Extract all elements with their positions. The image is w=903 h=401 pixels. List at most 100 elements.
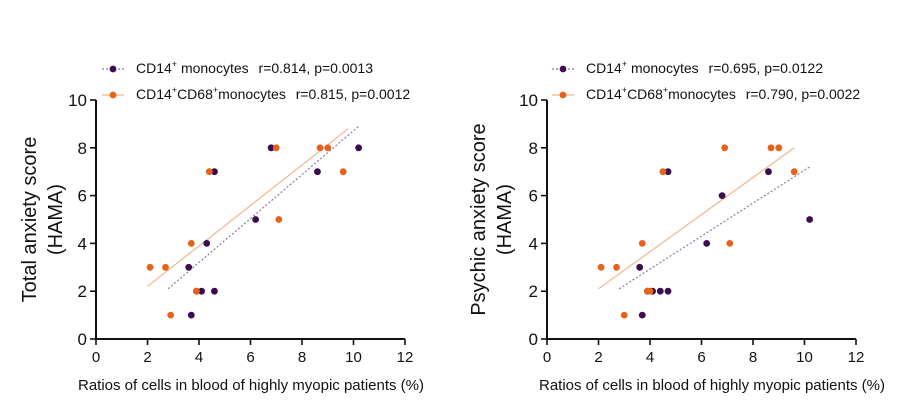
data-point (775, 144, 783, 152)
legend-marker (109, 91, 117, 99)
data-point (187, 240, 195, 247)
y-tick-label: 0 (78, 330, 87, 349)
data-point (187, 311, 195, 319)
legend-sup: + (663, 85, 668, 95)
data-point (636, 263, 644, 271)
data-point (252, 216, 260, 223)
data-point (162, 263, 169, 271)
data-point (316, 144, 324, 152)
x-tick-label: 0 (92, 349, 100, 366)
y-tick-label: 0 (529, 330, 538, 349)
y-tick-label: 4 (529, 234, 538, 253)
y-tick-label: 6 (529, 187, 538, 206)
y-axis-label-line2: (HAMA) (45, 184, 67, 255)
data-point (203, 240, 211, 247)
legend-text: CD14 (586, 60, 622, 76)
y-tick-label: 6 (78, 187, 87, 206)
y-tick-label: 10 (519, 91, 538, 110)
data-point (664, 168, 672, 176)
data-point (193, 287, 200, 295)
data-point (790, 168, 798, 176)
data-point (703, 240, 711, 247)
data-point (659, 168, 667, 176)
x-tick-label: 4 (646, 349, 654, 366)
legend-label: CD14+CD68+monocytes r=0.790, p=0.0022 (586, 85, 860, 102)
data-point (275, 216, 283, 223)
x-tick-label: 2 (594, 349, 602, 366)
legend-label: CD14+ monocytes r=0.814, p=0.0013 (136, 59, 373, 76)
legend-stats: r=0.695, p=0.0122 (705, 60, 824, 76)
x-axis-label: Ratios of cells in blood of highly myopi… (539, 377, 885, 394)
data-point (167, 311, 175, 319)
legend-marker (559, 91, 567, 99)
data-point (646, 287, 654, 295)
data-point (718, 192, 726, 200)
legend-stats: r=0.814, p=0.0013 (255, 60, 374, 76)
data-point (620, 311, 628, 319)
data-point (638, 311, 646, 319)
data-point (806, 216, 814, 223)
x-tick-label: 0 (543, 349, 551, 366)
y-tick-label: 2 (78, 282, 87, 301)
legend-text: CD14 (136, 60, 172, 76)
legend-sup: + (622, 59, 627, 69)
x-tick-label: 8 (298, 349, 306, 366)
data-point (324, 144, 332, 152)
x-tick-label: 10 (345, 349, 362, 366)
x-tick-label: 12 (397, 349, 414, 366)
data-point (146, 263, 154, 271)
x-tick-label: 4 (195, 349, 203, 366)
legend-marker (109, 65, 117, 73)
data-point (267, 144, 275, 152)
data-point (765, 168, 772, 176)
y-axis-label-line1: Total anxiety score (19, 137, 41, 303)
y-axis-label-line1: Psychic anxiety score (468, 123, 490, 315)
legend-text: CD68 (627, 86, 663, 102)
legend-sup: + (213, 85, 218, 95)
data-point (613, 263, 620, 271)
legend-text: CD14 (586, 86, 622, 102)
data-point (638, 240, 646, 247)
data-point (664, 287, 672, 295)
legend-label: CD14+ monocytes r=0.695, p=0.0122 (586, 59, 823, 76)
regression-line (618, 166, 810, 290)
data-point (339, 168, 347, 176)
x-tick-label: 2 (143, 349, 151, 366)
legend-stats: r=0.815, p=0.0012 (292, 86, 411, 102)
y-tick-label: 4 (78, 234, 87, 253)
legend-label: CD14+CD68+monocytes r=0.815, p=0.0012 (136, 85, 410, 102)
legend-text: CD68 (177, 86, 213, 102)
data-point (597, 263, 605, 271)
data-point (726, 240, 734, 247)
regression-line (147, 128, 349, 287)
y-tick-label: 10 (68, 91, 87, 110)
regression-line (167, 125, 360, 290)
legend-sup: + (172, 85, 177, 95)
data-point (767, 144, 775, 152)
x-axis-label: Ratios of cells in blood of highly myopi… (78, 377, 424, 394)
data-point (185, 263, 193, 271)
x-tick-label: 6 (246, 349, 254, 366)
x-tick-label: 8 (749, 349, 757, 366)
legend-text: CD14 (136, 86, 172, 102)
x-tick-label: 12 (848, 349, 865, 366)
legend-sup: + (172, 59, 177, 69)
data-point (211, 168, 218, 176)
x-tick-label: 6 (697, 349, 705, 366)
legend-text: monocytes (627, 60, 699, 76)
data-point (721, 144, 729, 152)
legend-sup: + (622, 85, 627, 95)
data-point (656, 287, 664, 295)
legend-text: monocytes (218, 86, 286, 102)
y-tick-label: 8 (529, 139, 538, 158)
data-point (198, 287, 205, 295)
y-tick-label: 2 (529, 282, 538, 301)
legend-stats: r=0.790, p=0.0022 (742, 86, 861, 102)
regression-line (598, 147, 795, 290)
y-axis-label-line2: (HAMA) (494, 184, 516, 255)
y-tick-label: 8 (78, 139, 87, 158)
legend-marker (559, 65, 567, 73)
